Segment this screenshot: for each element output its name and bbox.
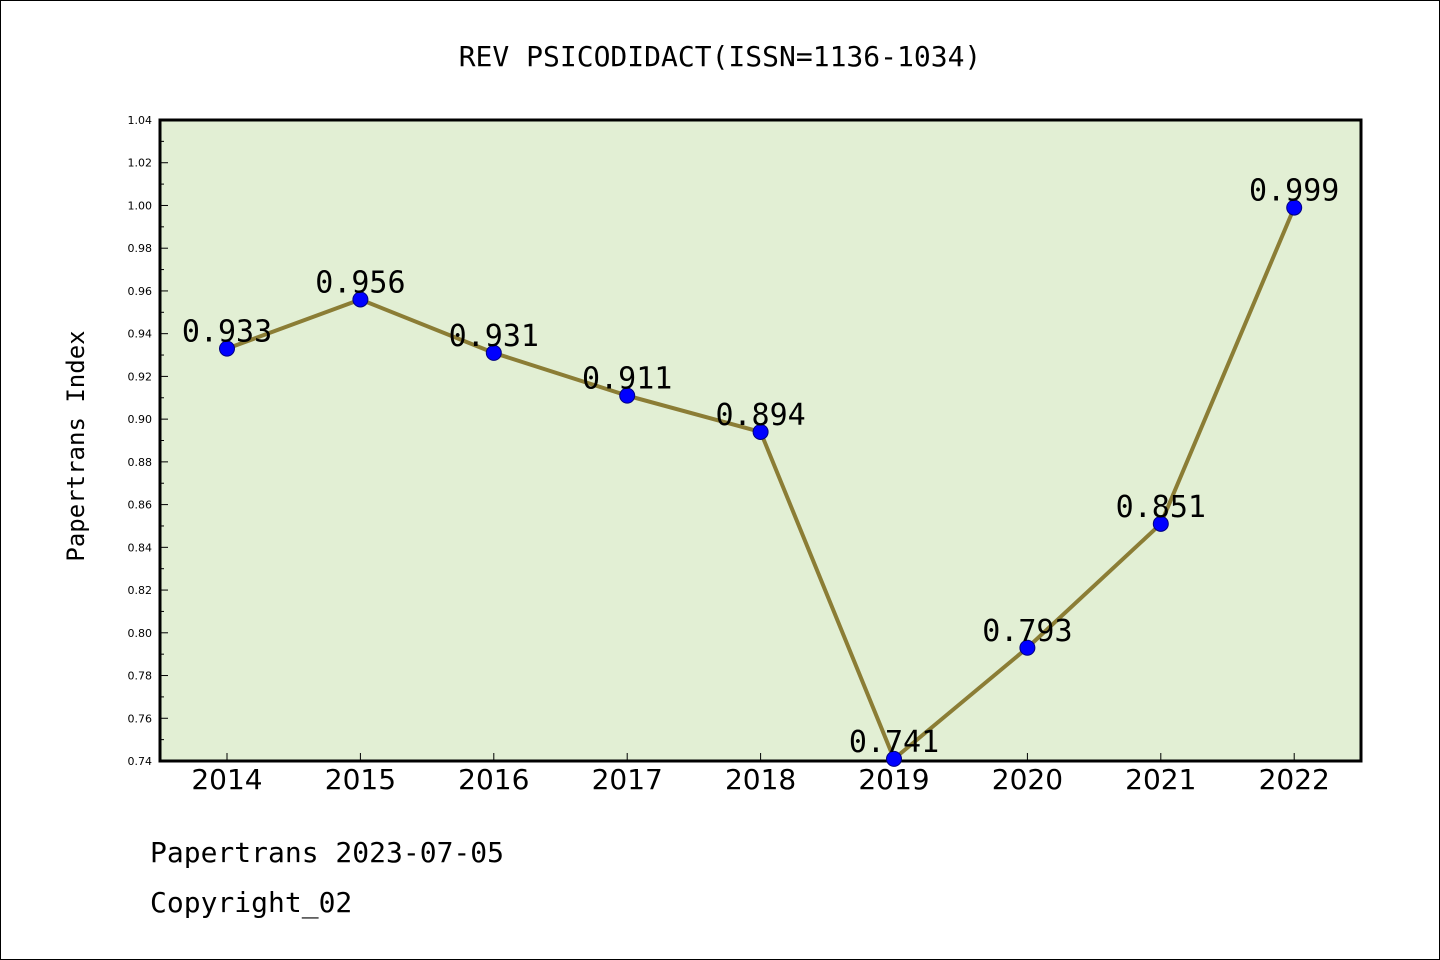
data-label: 0.793 — [982, 614, 1072, 649]
y-tick-label: 0.88 — [128, 456, 153, 469]
data-point — [886, 750, 902, 767]
x-tick-label: 2016 — [458, 763, 529, 796]
x-tick-label: 2022 — [1259, 763, 1330, 796]
y-tick-label: 1.04 — [128, 114, 153, 127]
data-point — [1152, 515, 1169, 532]
data-label: 0.956 — [315, 265, 405, 300]
data-point — [219, 340, 235, 357]
data-labels: 0.933 0.956 0.931 0.911 0.894 0.741 0.793 0.851… — [182, 174, 1340, 760]
y-tick-label: 1.02 — [128, 157, 153, 170]
y-tick-label: 0.82 — [128, 584, 153, 597]
y-tick-label: 0.76 — [128, 712, 153, 725]
x-tick-label: 2015 — [325, 763, 396, 796]
data-label: 0.999 — [1249, 174, 1339, 209]
x-tick-label: 2017 — [592, 763, 663, 796]
x-tick-label: 2019 — [858, 763, 929, 796]
series-group — [219, 199, 1303, 767]
y-tick-label: 0.80 — [128, 627, 153, 640]
y-tick-label: 0.74 — [128, 755, 153, 768]
data-point — [485, 344, 502, 361]
data-label: 0.894 — [715, 398, 805, 433]
y-tick-label: 0.94 — [128, 328, 153, 341]
data-label: 0.741 — [849, 725, 939, 760]
x-tick-label: 2014 — [191, 763, 262, 796]
data-point — [1286, 199, 1303, 216]
x-axis-ticks: 2014 2015 2016 2017 2018 2019 2020 2021 2022 — [191, 753, 1330, 796]
y-tick-label: 0.96 — [128, 285, 153, 298]
footer-date: Papertrans 2023-07-05 — [150, 836, 505, 869]
y-axis-label: Papertrans Index — [62, 330, 90, 561]
x-tick-label: 2021 — [1125, 763, 1196, 796]
data-label: 0.933 — [182, 315, 272, 350]
y-tick-label: 1.00 — [128, 199, 153, 212]
y-axis-ticks: 0.74 0.76 0.78 0.80 0.82 0.84 0.86 0.88 0.90 0.92… — [128, 114, 168, 768]
y-tick-label: 0.84 — [128, 541, 153, 554]
footer-copyright: Copyright_02 — [150, 886, 353, 919]
data-label: 0.931 — [449, 319, 539, 354]
plot-area — [158, 118, 1363, 763]
data-point — [352, 291, 369, 308]
y-tick-label: 0.90 — [128, 413, 153, 426]
data-point — [619, 387, 636, 404]
x-tick-label: 2018 — [725, 763, 796, 796]
y-tick-label: 0.78 — [128, 670, 153, 683]
y-tick-label: 0.86 — [128, 499, 153, 512]
chart-title: REV PSICODIDACT(ISSN=1136-1034) — [459, 40, 982, 73]
data-label: 0.851 — [1116, 490, 1206, 525]
y-tick-label: 0.92 — [128, 370, 153, 383]
data-point — [752, 423, 769, 440]
x-tick-label: 2020 — [992, 763, 1063, 796]
data-point — [1019, 639, 1036, 656]
data-label: 0.911 — [582, 362, 672, 397]
y-tick-label: 0.98 — [128, 242, 153, 255]
